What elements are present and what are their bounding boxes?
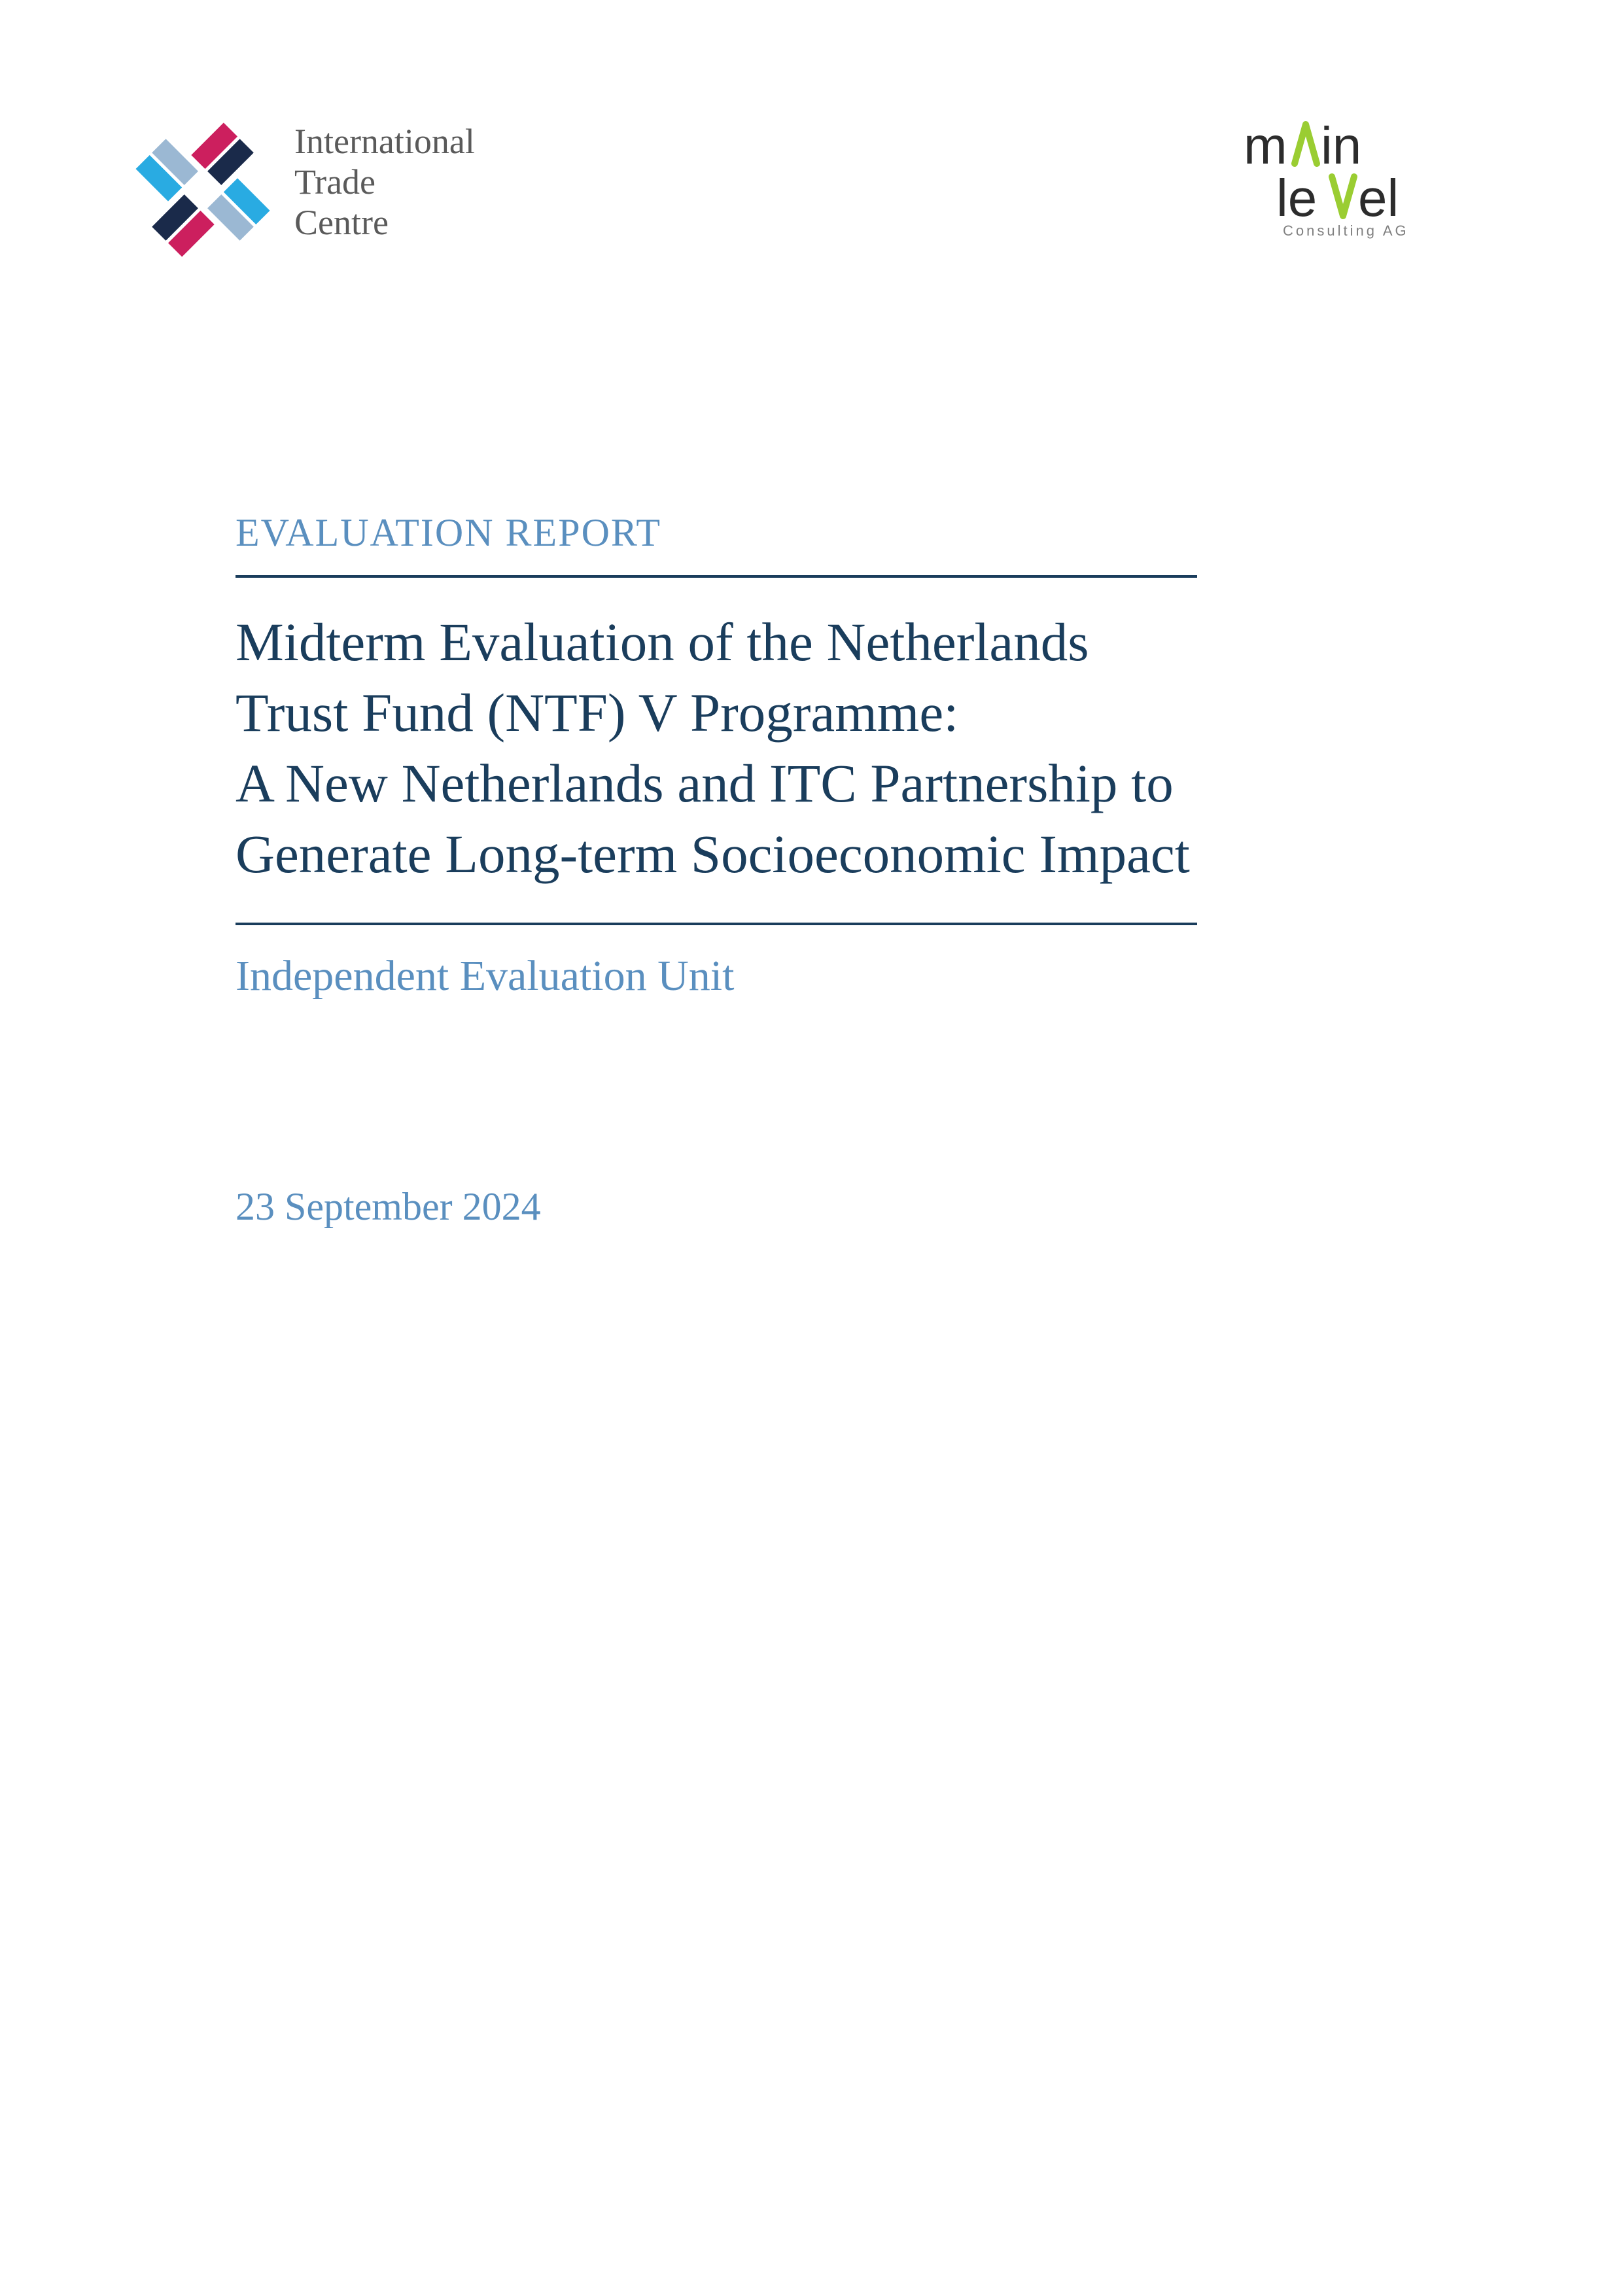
itc-logo-text: International Trade Centre (294, 121, 475, 243)
itc-text-line2: Trade (294, 162, 475, 202)
svg-text:el: el (1358, 169, 1399, 227)
report-label: EVALUATION REPORT (236, 510, 1191, 556)
page-title: Midterm Evaluation of the Netherlands Tr… (236, 578, 1191, 923)
main-level-logo-icon: m in le el Consulting AG (1244, 118, 1440, 249)
content-area: EVALUATION REPORT Midterm Evaluation of … (0, 262, 1191, 1229)
divider-bottom (236, 923, 1197, 925)
itc-text-line3: Centre (294, 202, 475, 243)
svg-text:le: le (1276, 169, 1317, 227)
main-level-logo: m in le el Consulting AG (1244, 118, 1440, 252)
svg-text:Consulting AG: Consulting AG (1283, 222, 1409, 239)
svg-text:m: m (1244, 118, 1287, 175)
subtitle: Independent Evaluation Unit (236, 951, 1191, 1001)
header: International Trade Centre m in le el Co… (0, 0, 1623, 262)
date: 23 September 2024 (236, 1184, 1191, 1229)
itc-logo: International Trade Centre (131, 118, 475, 262)
svg-text:in: in (1321, 118, 1361, 175)
itc-logo-icon (131, 118, 275, 262)
itc-text-line1: International (294, 121, 475, 162)
title-text: Midterm Evaluation of the Netherlands Tr… (236, 612, 1190, 884)
